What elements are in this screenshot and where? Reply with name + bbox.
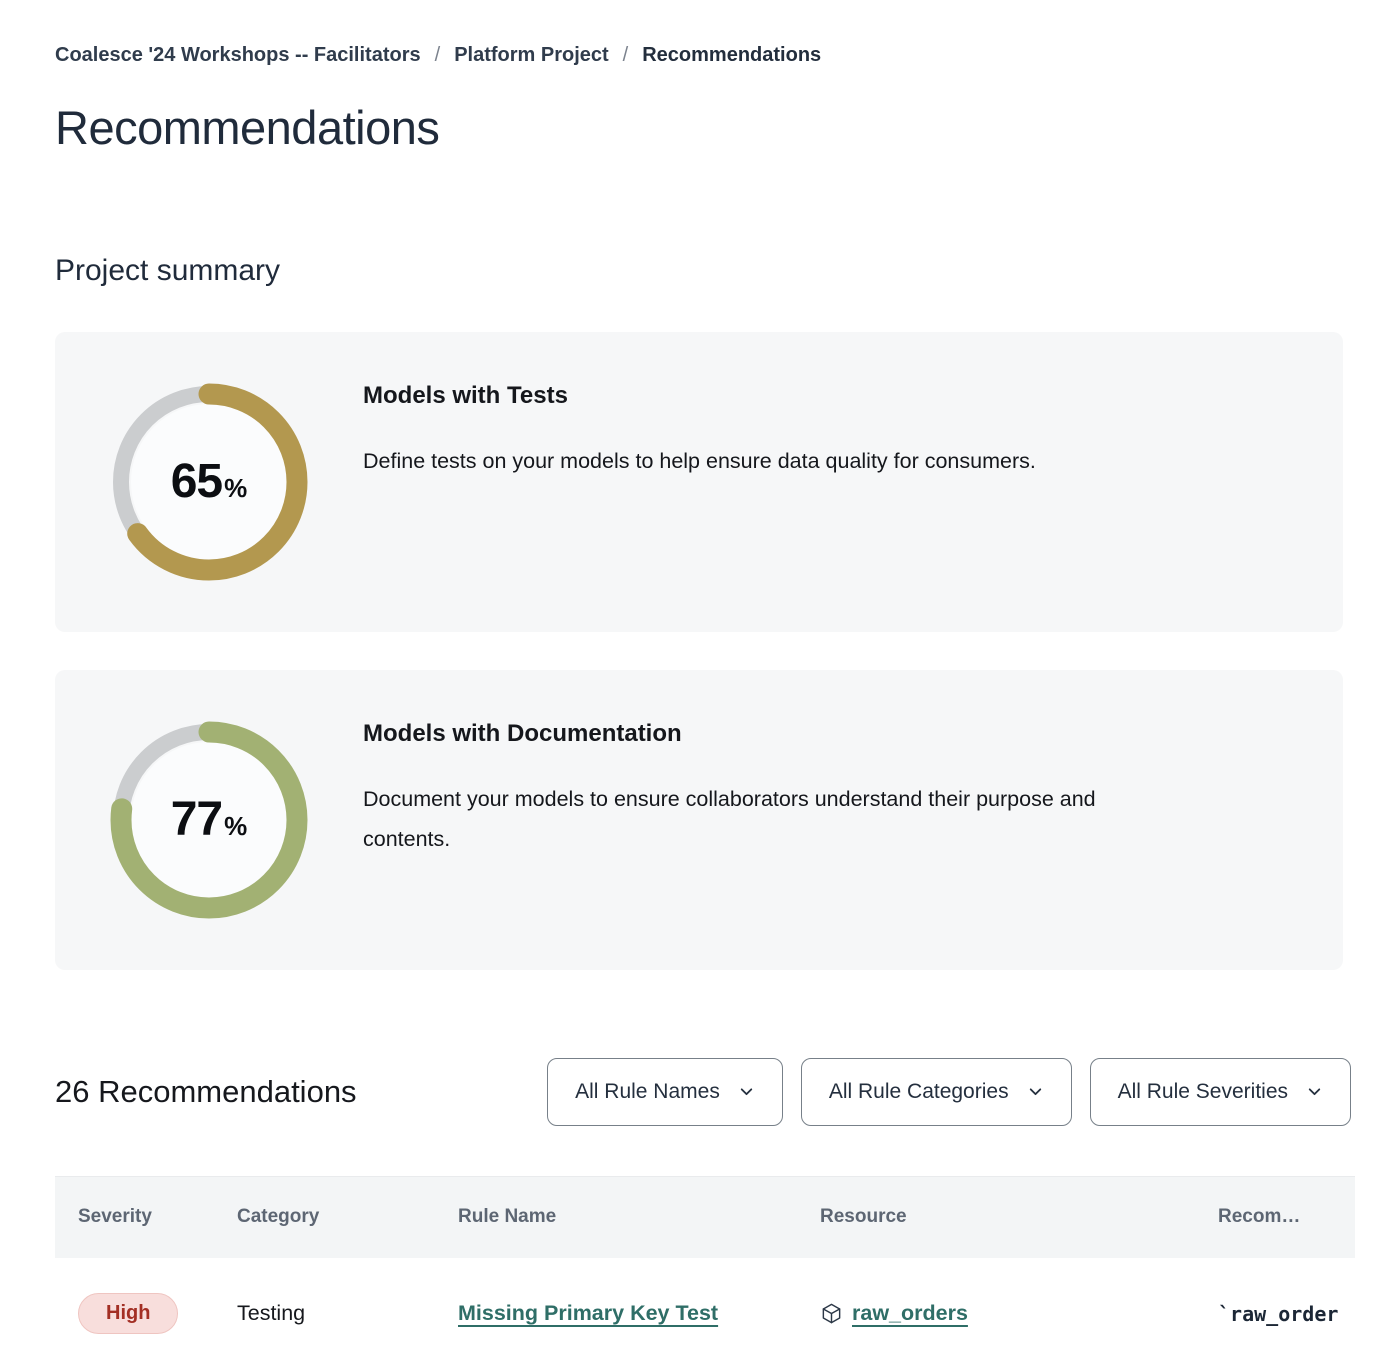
chevron-down-icon	[1308, 1088, 1321, 1096]
filter-rule-severities-dropdown[interactable]: All Rule Severities	[1089, 1057, 1351, 1126]
column-header-recommendation: Recom…	[1218, 1206, 1301, 1228]
card-copy: Models with Tests Define tests on your m…	[363, 380, 1036, 482]
breadcrumb-separator: /	[434, 44, 441, 66]
breadcrumb-item-project[interactable]: Platform Project	[454, 44, 609, 66]
donut-center	[131, 403, 287, 560]
recommendations-count-heading: 26 Recommendations	[55, 1073, 357, 1109]
card-description: Define tests on your models to help ensu…	[363, 448, 1036, 473]
recommendations-table: Severity Category Rule Name Resource Rec…	[55, 1175, 1355, 1360]
column-header-resource: Resource	[820, 1206, 907, 1228]
percent-label: 65 %	[107, 380, 311, 584]
card-description: Document your models to ensure collabora…	[363, 786, 1096, 851]
category-cell: Testing	[237, 1301, 306, 1326]
column-header-category: Category	[237, 1206, 320, 1228]
filter-label: All Rule Severities	[1117, 1079, 1288, 1103]
donut-value-arc	[110, 383, 308, 581]
filter-rule-categories-dropdown[interactable]: All Rule Categories	[800, 1057, 1072, 1126]
severity-badge-high: High	[78, 1293, 179, 1335]
percent-label: 77 %	[107, 718, 311, 922]
documentation-donut-chart: 77 %	[107, 718, 311, 922]
donut-center	[131, 741, 287, 898]
table-row: High Testing Missing Primary Key Test ra…	[55, 1268, 1355, 1360]
tests-donut-chart: 65 %	[107, 380, 311, 584]
page-title: Recommendations	[55, 101, 440, 154]
column-header-rule-name: Rule Name	[458, 1206, 557, 1228]
rule-name-link[interactable]: Missing Primary Key Test	[458, 1301, 719, 1326]
resource-cell: raw_orders	[820, 1301, 1218, 1326]
filter-label: All Rule Names	[575, 1079, 720, 1103]
breadcrumb-separator: /	[622, 44, 629, 66]
donut-svg	[110, 721, 308, 919]
donut-value-arc	[110, 721, 308, 919]
filter-label: All Rule Categories	[828, 1079, 1009, 1103]
resource-link[interactable]: raw_orders	[852, 1301, 968, 1326]
breadcrumb-item-current: Recommendations	[642, 44, 822, 66]
card-title: Models with Documentation	[363, 719, 682, 747]
model-cube-icon	[820, 1302, 843, 1325]
rule-name-cell: Missing Primary Key Test	[458, 1301, 820, 1326]
filter-rule-names-dropdown[interactable]: All Rule Names	[547, 1057, 783, 1126]
card-copy: Models with Documentation Document your …	[363, 718, 1158, 860]
donut-svg	[110, 383, 308, 581]
filters: All Rule Names All Rule Categories All R…	[547, 1057, 1351, 1126]
percent-sign: %	[224, 811, 248, 842]
percent-sign: %	[224, 473, 248, 504]
percent-number: 65	[170, 455, 223, 509]
column-header-severity: Severity	[78, 1206, 152, 1228]
percent-number: 77	[170, 793, 223, 847]
chevron-down-icon	[740, 1088, 753, 1096]
summary-card-models-with-documentation: 77 % Models with Documentation Document …	[55, 669, 1343, 970]
recommendations-list-header: 26 Recommendations All Rule Names All Ru…	[55, 1057, 1351, 1126]
breadcrumb: Coalesce '24 Workshops -- Facilitators /…	[55, 44, 1343, 67]
project-summary-heading: Project summary	[55, 253, 281, 287]
breadcrumb-item-workspace[interactable]: Coalesce '24 Workshops -- Facilitators	[55, 44, 421, 66]
severity-cell: High	[78, 1293, 237, 1335]
recommendation-cell: `raw_order	[1218, 1301, 1339, 1326]
card-title: Models with Tests	[363, 381, 568, 409]
table-header-row: Severity Category Rule Name Resource Rec…	[55, 1175, 1355, 1258]
chevron-down-icon	[1029, 1088, 1041, 1096]
summary-card-models-with-tests: 65 % Models with Tests Define tests on y…	[55, 331, 1343, 632]
